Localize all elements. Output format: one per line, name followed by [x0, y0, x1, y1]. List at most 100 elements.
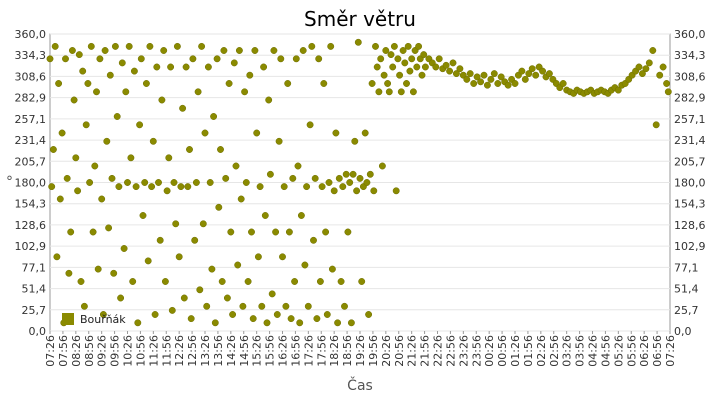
data-point: [291, 278, 299, 285]
x-tick-label: 04:56: [599, 335, 612, 367]
data-point: [165, 154, 173, 162]
data-point: [322, 228, 330, 236]
data-point: [156, 236, 164, 244]
x-tick-label: 10:26: [122, 335, 135, 367]
y-tick-label-left: 282,9: [15, 92, 47, 105]
data-point: [432, 63, 440, 71]
data-point: [144, 257, 152, 265]
x-tick-label: 02:56: [548, 335, 561, 367]
x-tick-label: 09:56: [109, 335, 122, 367]
data-point: [341, 302, 348, 310]
data-point: [497, 73, 505, 81]
data-point: [378, 162, 386, 170]
data-point: [463, 75, 471, 83]
data-point: [122, 88, 130, 96]
data-point: [470, 80, 478, 87]
y-tick-label-right: 231,4: [674, 134, 706, 147]
x-axis-title: Čas: [347, 376, 373, 394]
data-point: [163, 187, 171, 195]
data-point: [370, 187, 378, 195]
x-tick-label: 13:26: [199, 335, 212, 367]
data-point: [249, 315, 257, 323]
data-point: [235, 47, 243, 54]
x-tick-label: 21:26: [406, 335, 419, 367]
data-point: [315, 55, 323, 63]
data-point: [525, 70, 533, 78]
x-tick-label: 05:56: [625, 335, 638, 367]
x-tick-label: 12:56: [186, 335, 199, 367]
y-tick-label-right: 308,6: [674, 70, 706, 83]
data-point: [397, 88, 405, 96]
data-point: [365, 311, 373, 318]
data-point: [234, 261, 242, 269]
data-point: [449, 59, 457, 67]
data-point: [358, 278, 366, 285]
data-point: [642, 65, 650, 73]
data-point: [323, 311, 331, 318]
data-point: [263, 319, 271, 327]
data-point: [94, 265, 102, 273]
data-point: [301, 261, 309, 269]
y-axis-right: 0,0 25,7 51,4 77,1 102,9 128,6 154,3 180,0 205,7…: [674, 28, 706, 338]
data-point: [521, 75, 529, 83]
data-point: [91, 162, 99, 170]
data-point: [330, 187, 338, 195]
data-point: [528, 65, 536, 73]
x-tick-label: 17:56: [315, 335, 328, 367]
y-tick-label-left: 102,9: [15, 240, 47, 253]
data-point: [409, 88, 417, 96]
data-point: [167, 63, 175, 71]
data-point: [303, 183, 311, 191]
data-point: [242, 179, 250, 186]
data-point: [53, 253, 61, 261]
data-point: [664, 88, 672, 96]
data-point: [254, 253, 262, 261]
data-point: [297, 212, 305, 219]
data-point: [101, 47, 109, 54]
data-point: [373, 63, 381, 71]
y-tick-label-left: 25,7: [22, 304, 47, 317]
legend-swatch: [62, 313, 74, 325]
data-point: [325, 179, 333, 186]
data-point: [206, 179, 214, 186]
data-point: [389, 63, 397, 71]
data-point: [184, 183, 192, 191]
data-point: [218, 278, 226, 285]
data-point: [172, 220, 180, 228]
data-point: [268, 290, 276, 298]
data-point: [480, 71, 488, 79]
data-point: [96, 55, 104, 63]
data-point: [511, 80, 519, 87]
x-tick-label: 22:56: [444, 335, 457, 367]
data-point: [198, 42, 206, 50]
data-point: [139, 212, 147, 219]
data-point: [296, 319, 304, 327]
y-tick-label-right: 0,0: [674, 325, 692, 338]
y-tick-label-right: 205,7: [674, 155, 706, 168]
data-point: [125, 42, 133, 50]
data-point: [86, 179, 94, 186]
x-tick-label: 16:26: [277, 335, 290, 367]
x-tick-label: 17:26: [302, 335, 315, 367]
data-point: [487, 75, 495, 83]
data-point: [129, 278, 137, 285]
data-point: [261, 212, 269, 219]
y-tick-label-left: 154,3: [15, 198, 47, 211]
data-point: [339, 183, 347, 191]
data-point: [204, 63, 212, 71]
data-point: [136, 121, 144, 129]
y-tick-label-right: 180,0: [674, 177, 706, 190]
x-tick-label: 19:56: [367, 335, 380, 367]
data-point: [328, 265, 336, 273]
data-point: [306, 121, 314, 129]
x-tick-label: 09:26: [96, 335, 109, 367]
x-tick-label: 11:26: [147, 335, 160, 367]
data-point: [504, 81, 512, 89]
data-point: [182, 63, 190, 71]
data-point: [153, 63, 161, 71]
data-point: [404, 42, 412, 50]
x-tick-label: 23:26: [457, 335, 470, 367]
data-point: [222, 174, 230, 182]
data-point: [99, 311, 107, 318]
data-point: [120, 245, 128, 252]
